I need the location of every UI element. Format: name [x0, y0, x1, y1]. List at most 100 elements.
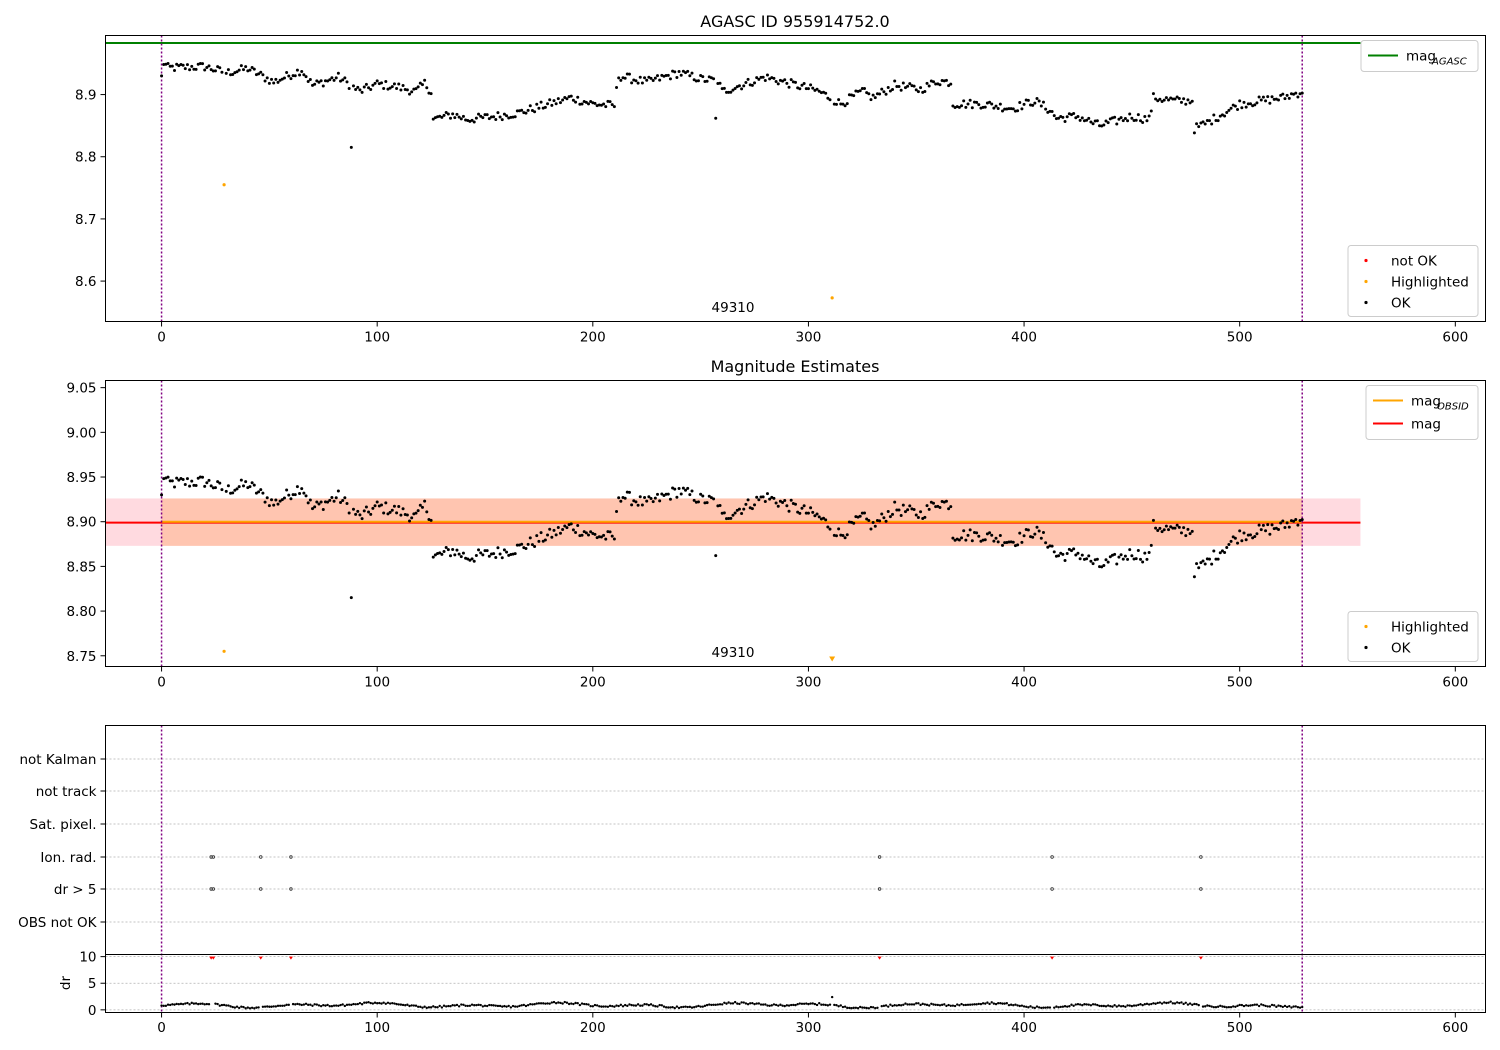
dr-point — [1160, 1002, 1164, 1005]
ok-point — [1236, 541, 1240, 545]
dr-point — [490, 1004, 493, 1007]
dr-point — [738, 1002, 741, 1006]
dr-point — [1249, 1004, 1252, 1007]
dr-point — [1119, 1005, 1123, 1008]
flag-label: Ion. rad. — [40, 850, 96, 866]
ok-point — [1231, 535, 1235, 539]
ok-point — [1248, 533, 1252, 537]
ok-point — [686, 486, 690, 490]
ok-point — [897, 84, 901, 88]
ok-point — [1171, 526, 1175, 530]
flag-point — [1199, 855, 1203, 859]
ok-point — [449, 116, 452, 120]
dr-point — [440, 1006, 444, 1009]
dr-point — [451, 1003, 454, 1007]
ok-point — [826, 525, 830, 529]
dr-point — [1068, 1005, 1071, 1008]
dr-point — [1180, 1001, 1183, 1004]
dr-point — [229, 1005, 232, 1008]
ok-point — [677, 486, 681, 490]
ok-point — [837, 527, 841, 531]
ok-point — [895, 84, 899, 88]
highlighted-point — [830, 296, 834, 300]
dr-point — [188, 1003, 191, 1006]
ok-point — [1195, 122, 1199, 126]
dr-point — [315, 1003, 319, 1006]
ok-point — [873, 524, 877, 528]
ok-point — [845, 533, 849, 537]
ok-point — [343, 76, 347, 80]
dr-point — [567, 1002, 571, 1006]
dr-point — [932, 1003, 935, 1006]
dr-point — [930, 1002, 933, 1006]
dr-point — [518, 1004, 521, 1008]
dr-point — [343, 1004, 347, 1008]
ok-point — [781, 500, 785, 504]
dr-point — [266, 1005, 269, 1008]
dr-point — [1132, 1004, 1136, 1007]
ok-point — [737, 507, 741, 511]
ok-point — [546, 533, 550, 537]
ok-point — [1261, 95, 1265, 99]
ok-point — [1057, 116, 1061, 120]
ok-point — [1259, 528, 1263, 532]
ok-point — [1130, 116, 1134, 120]
dr-point — [940, 1003, 944, 1007]
ok-point — [1218, 551, 1222, 555]
dr-point — [576, 1002, 579, 1005]
ok-point — [306, 501, 310, 505]
dr-tick-label: 10 — [79, 950, 96, 966]
dr-point — [533, 1003, 536, 1006]
ok-point — [994, 104, 998, 108]
dr-point — [535, 1002, 538, 1005]
ok-point — [1242, 531, 1246, 535]
ok-point — [528, 536, 532, 540]
x-tick-label: 400 — [1011, 1020, 1037, 1036]
dr-point — [623, 1003, 627, 1007]
ok-point — [306, 79, 310, 83]
ok-point — [914, 88, 918, 92]
ok-point — [1063, 120, 1067, 124]
dr-point — [225, 1004, 228, 1007]
ok-point — [308, 77, 312, 81]
dr-point — [667, 1006, 670, 1009]
dr-point — [613, 1005, 616, 1008]
dr-point — [358, 1001, 362, 1005]
dr-point — [1221, 1005, 1224, 1008]
ok-point — [291, 493, 295, 497]
ok-point — [759, 495, 763, 499]
dr-point — [432, 1005, 435, 1008]
dr-point — [1042, 1006, 1045, 1009]
ok-point — [362, 85, 366, 89]
ok-point — [725, 90, 728, 94]
ok-point — [794, 502, 797, 506]
ok-point — [755, 495, 759, 499]
ok-point — [543, 538, 547, 542]
dr-capped-marker — [211, 956, 216, 960]
ok-point — [1223, 551, 1227, 555]
ok-point — [496, 111, 500, 115]
dr-point — [516, 1005, 519, 1008]
ok-point — [198, 62, 202, 66]
ok-point — [1257, 523, 1261, 527]
ok-point — [1190, 529, 1194, 533]
ok-point — [369, 87, 373, 91]
ok-point — [278, 499, 282, 503]
ok-point — [537, 539, 541, 543]
dr-point — [554, 1002, 558, 1005]
ok-point — [211, 69, 215, 73]
dr-point — [408, 1004, 411, 1008]
dr-point — [1268, 1005, 1272, 1008]
ok-point — [1048, 109, 1052, 113]
ok-point — [712, 77, 716, 81]
ok-point — [865, 517, 869, 521]
ok-point — [209, 68, 213, 72]
ok-point — [530, 543, 534, 547]
ok-point — [841, 534, 845, 538]
ok-point — [998, 533, 1002, 537]
ok-point — [1115, 562, 1119, 566]
ok-point — [707, 494, 711, 498]
ok-point — [328, 78, 332, 82]
ok-point — [1052, 550, 1056, 554]
dr-point — [641, 1004, 644, 1007]
